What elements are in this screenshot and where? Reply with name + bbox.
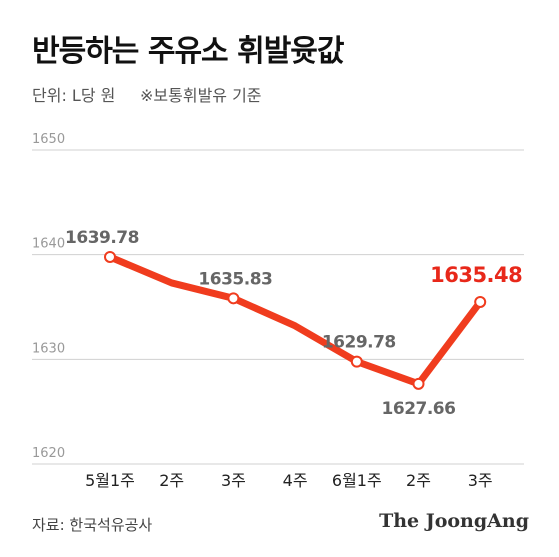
data-point-marker [474, 295, 487, 308]
source-note: 자료: 한국석유공사 [32, 516, 153, 534]
data-label: 1635.83 [198, 269, 272, 289]
y-tick-label: 1630 [32, 341, 65, 356]
y-tick-label: 1640 [32, 237, 65, 252]
y-tick-label: 1650 [32, 132, 65, 147]
y-tick-label: 1620 [32, 446, 65, 461]
chart-title: 반등하는 주유소 휘발윳값 [32, 34, 344, 69]
data-point-marker [104, 250, 116, 263]
brand-logo: The JoongAng [379, 510, 529, 532]
x-tick-label: 3주 [468, 471, 493, 490]
data-label: 1629.78 [322, 333, 396, 353]
x-tick-label: 6월1주 [332, 471, 382, 490]
data-label: 1639.78 [65, 228, 139, 248]
data-point-marker [412, 377, 425, 390]
data-point-marker [227, 292, 240, 305]
series-layer [104, 250, 487, 390]
label-layer: 5월1주 2주 3주 4주 6월1주 2주 3주 1639.78 1635.83 1629.78 1… [65, 228, 523, 490]
series-line [106, 253, 484, 388]
data-label: 1627.66 [382, 399, 456, 419]
basis-note: ※보통휘발유 기준 [140, 86, 262, 105]
unit-note: 단위: L당 원 [32, 86, 116, 105]
x-tick-label: 3주 [221, 471, 246, 490]
grid-layer: 1620 1630 1640 1650 [32, 132, 524, 465]
x-tick-label: 2주 [406, 471, 431, 490]
x-tick-label: 2주 [159, 471, 184, 490]
data-point-marker [350, 355, 363, 368]
x-tick-label: 5월1주 [85, 471, 135, 490]
x-tick-label: 4주 [283, 471, 308, 490]
data-label: 1635.48 [430, 263, 522, 287]
